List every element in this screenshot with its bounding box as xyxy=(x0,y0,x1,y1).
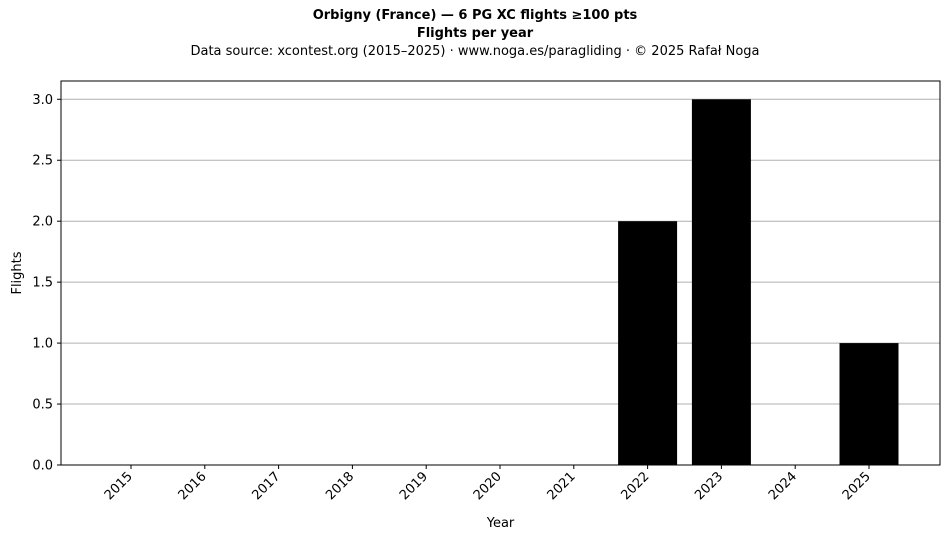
x-tick-label: 2022 xyxy=(618,469,652,503)
y-tick-label: 0.0 xyxy=(32,459,53,474)
bar-2023 xyxy=(691,99,751,466)
x-axis: 2015 2016 2017 2018 2019 2020 2021 2022 2023 2024… xyxy=(102,465,874,503)
y-tick-label: 0.5 xyxy=(32,398,53,413)
y-tick-label: 2.5 xyxy=(32,154,53,169)
x-tick-label: 2016 xyxy=(176,469,210,503)
chart-title: Orbigny (France) — 6 PG XC flights ≥100 … xyxy=(312,8,638,23)
y-tick-label: 1.5 xyxy=(32,276,53,291)
data-source-note: Data source: xcontest.org (2015–2025) · … xyxy=(190,44,760,59)
x-axis-label: Year xyxy=(486,516,515,531)
plot-frame xyxy=(60,80,941,466)
x-tick-label: 2019 xyxy=(397,469,431,503)
y-axis-label: Flights xyxy=(10,251,25,294)
x-tick-label: 2018 xyxy=(323,469,357,503)
y-tick-label: 3.0 xyxy=(32,93,53,108)
grid-lines xyxy=(61,98,940,466)
x-tick-label: 2017 xyxy=(249,469,283,503)
y-axis: 0.0 0.5 1.0 1.5 2.0 2.5 3.0 xyxy=(32,93,61,474)
y-tick-label: 2.0 xyxy=(32,215,53,230)
bar-2025 xyxy=(839,343,899,465)
chart-subtitle: Flights per year xyxy=(416,26,534,41)
x-tick-label: 2025 xyxy=(840,469,874,503)
x-tick-label: 2021 xyxy=(545,469,579,503)
x-tick-label: 2023 xyxy=(692,469,726,503)
x-tick-label: 2020 xyxy=(471,469,505,503)
y-tick-label: 1.0 xyxy=(32,337,53,352)
x-tick-label: 2024 xyxy=(766,469,800,503)
bar-2022 xyxy=(618,221,678,465)
x-tick-label: 2015 xyxy=(102,469,136,503)
bars xyxy=(618,99,899,466)
